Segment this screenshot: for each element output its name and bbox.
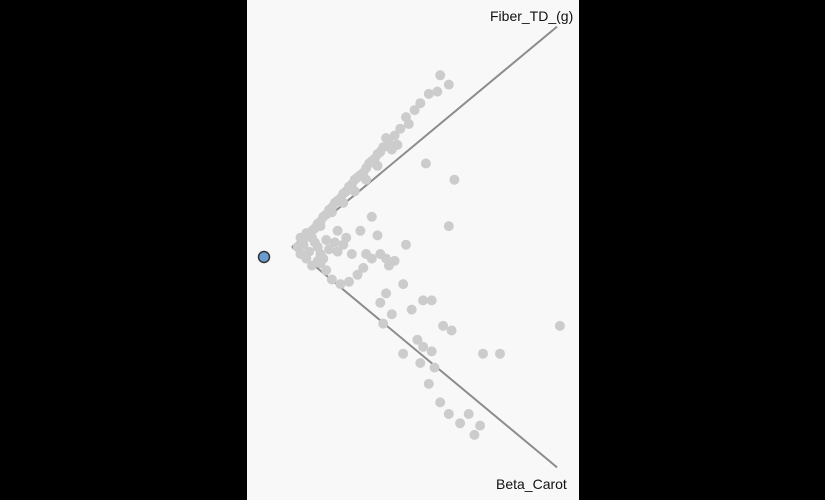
- data-point[interactable]: [398, 279, 409, 290]
- data-point[interactable]: [375, 297, 386, 308]
- data-point[interactable]: [435, 397, 446, 408]
- data-point[interactable]: [398, 348, 409, 359]
- data-point[interactable]: [446, 325, 457, 336]
- data-point[interactable]: [361, 174, 372, 185]
- data-point[interactable]: [301, 253, 312, 264]
- data-point[interactable]: [429, 362, 440, 373]
- data-point[interactable]: [495, 348, 505, 359]
- data-point[interactable]: [307, 232, 317, 243]
- data-point[interactable]: [366, 211, 377, 222]
- data-point[interactable]: [435, 70, 446, 81]
- data-point[interactable]: [321, 235, 332, 245]
- data-point[interactable]: [292, 242, 303, 252]
- data-point[interactable]: [372, 160, 383, 171]
- data-point[interactable]: [420, 158, 431, 169]
- data-point[interactable]: [335, 279, 346, 290]
- data-point[interactable]: [455, 418, 466, 429]
- data-point[interactable]: [341, 186, 352, 197]
- data-point[interactable]: [349, 186, 360, 197]
- data-point[interactable]: [315, 258, 326, 269]
- data-point[interactable]: [469, 429, 480, 440]
- data-point[interactable]: [415, 358, 426, 368]
- data-point[interactable]: [478, 348, 488, 359]
- data-point[interactable]: [364, 158, 374, 169]
- data-point[interactable]: [383, 260, 394, 271]
- data-point[interactable]: [426, 295, 437, 306]
- data-point[interactable]: [463, 409, 474, 419]
- highlight-layer: [257, 250, 271, 264]
- highlighted-data-point[interactable]: [257, 250, 271, 264]
- data-point[interactable]: [386, 309, 397, 320]
- data-point[interactable]: [418, 341, 429, 352]
- data-point[interactable]: [321, 265, 332, 276]
- data-point[interactable]: [415, 98, 426, 109]
- data-point[interactable]: [326, 274, 337, 285]
- plot-panel: Fiber_TD_(g) Beta_Carot: [247, 0, 579, 500]
- data-point[interactable]: [352, 172, 363, 183]
- data-point[interactable]: [392, 139, 403, 150]
- points-layer: [292, 70, 565, 440]
- data-point[interactable]: [449, 174, 460, 185]
- data-point[interactable]: [329, 237, 340, 248]
- data-point[interactable]: [312, 242, 323, 252]
- data-point[interactable]: [315, 221, 326, 232]
- axis-label-beta-carot: Beta_Carot: [496, 476, 567, 492]
- data-point[interactable]: [307, 260, 317, 271]
- data-point[interactable]: [432, 86, 443, 97]
- data-point[interactable]: [326, 207, 337, 218]
- data-point[interactable]: [332, 246, 343, 257]
- data-point[interactable]: [423, 88, 434, 99]
- data-point[interactable]: [423, 378, 434, 389]
- data-point[interactable]: [318, 211, 329, 222]
- data-point[interactable]: [338, 197, 349, 208]
- biplot-chart[interactable]: Fiber_TD_(g) Beta_Carot: [247, 0, 579, 500]
- data-point[interactable]: [372, 230, 383, 241]
- data-point[interactable]: [443, 409, 454, 419]
- data-point[interactable]: [395, 123, 406, 134]
- data-point[interactable]: [366, 253, 377, 264]
- data-point[interactable]: [344, 276, 354, 287]
- data-point[interactable]: [418, 295, 429, 306]
- data-point[interactable]: [346, 249, 357, 259]
- data-point[interactable]: [324, 244, 335, 255]
- data-point[interactable]: [443, 221, 454, 232]
- data-point[interactable]: [378, 318, 389, 329]
- data-point[interactable]: [554, 320, 565, 331]
- data-point[interactable]: [412, 334, 423, 345]
- data-point[interactable]: [409, 105, 420, 116]
- data-point[interactable]: [355, 225, 366, 236]
- data-point[interactable]: [352, 269, 363, 280]
- data-point[interactable]: [438, 320, 449, 331]
- data-point[interactable]: [406, 304, 417, 315]
- data-point[interactable]: [401, 239, 411, 250]
- data-point[interactable]: [389, 130, 400, 141]
- data-point[interactable]: [332, 225, 343, 236]
- data-point[interactable]: [358, 262, 369, 273]
- data-point[interactable]: [426, 346, 437, 357]
- data-point[interactable]: [381, 288, 392, 299]
- data-point[interactable]: [329, 197, 340, 208]
- data-point[interactable]: [375, 146, 386, 157]
- data-point[interactable]: [443, 79, 454, 90]
- axis-label-fiber: Fiber_TD_(g): [490, 8, 573, 24]
- data-point[interactable]: [381, 133, 392, 143]
- data-point[interactable]: [341, 232, 352, 243]
- data-point[interactable]: [475, 420, 486, 431]
- data-point[interactable]: [403, 119, 414, 129]
